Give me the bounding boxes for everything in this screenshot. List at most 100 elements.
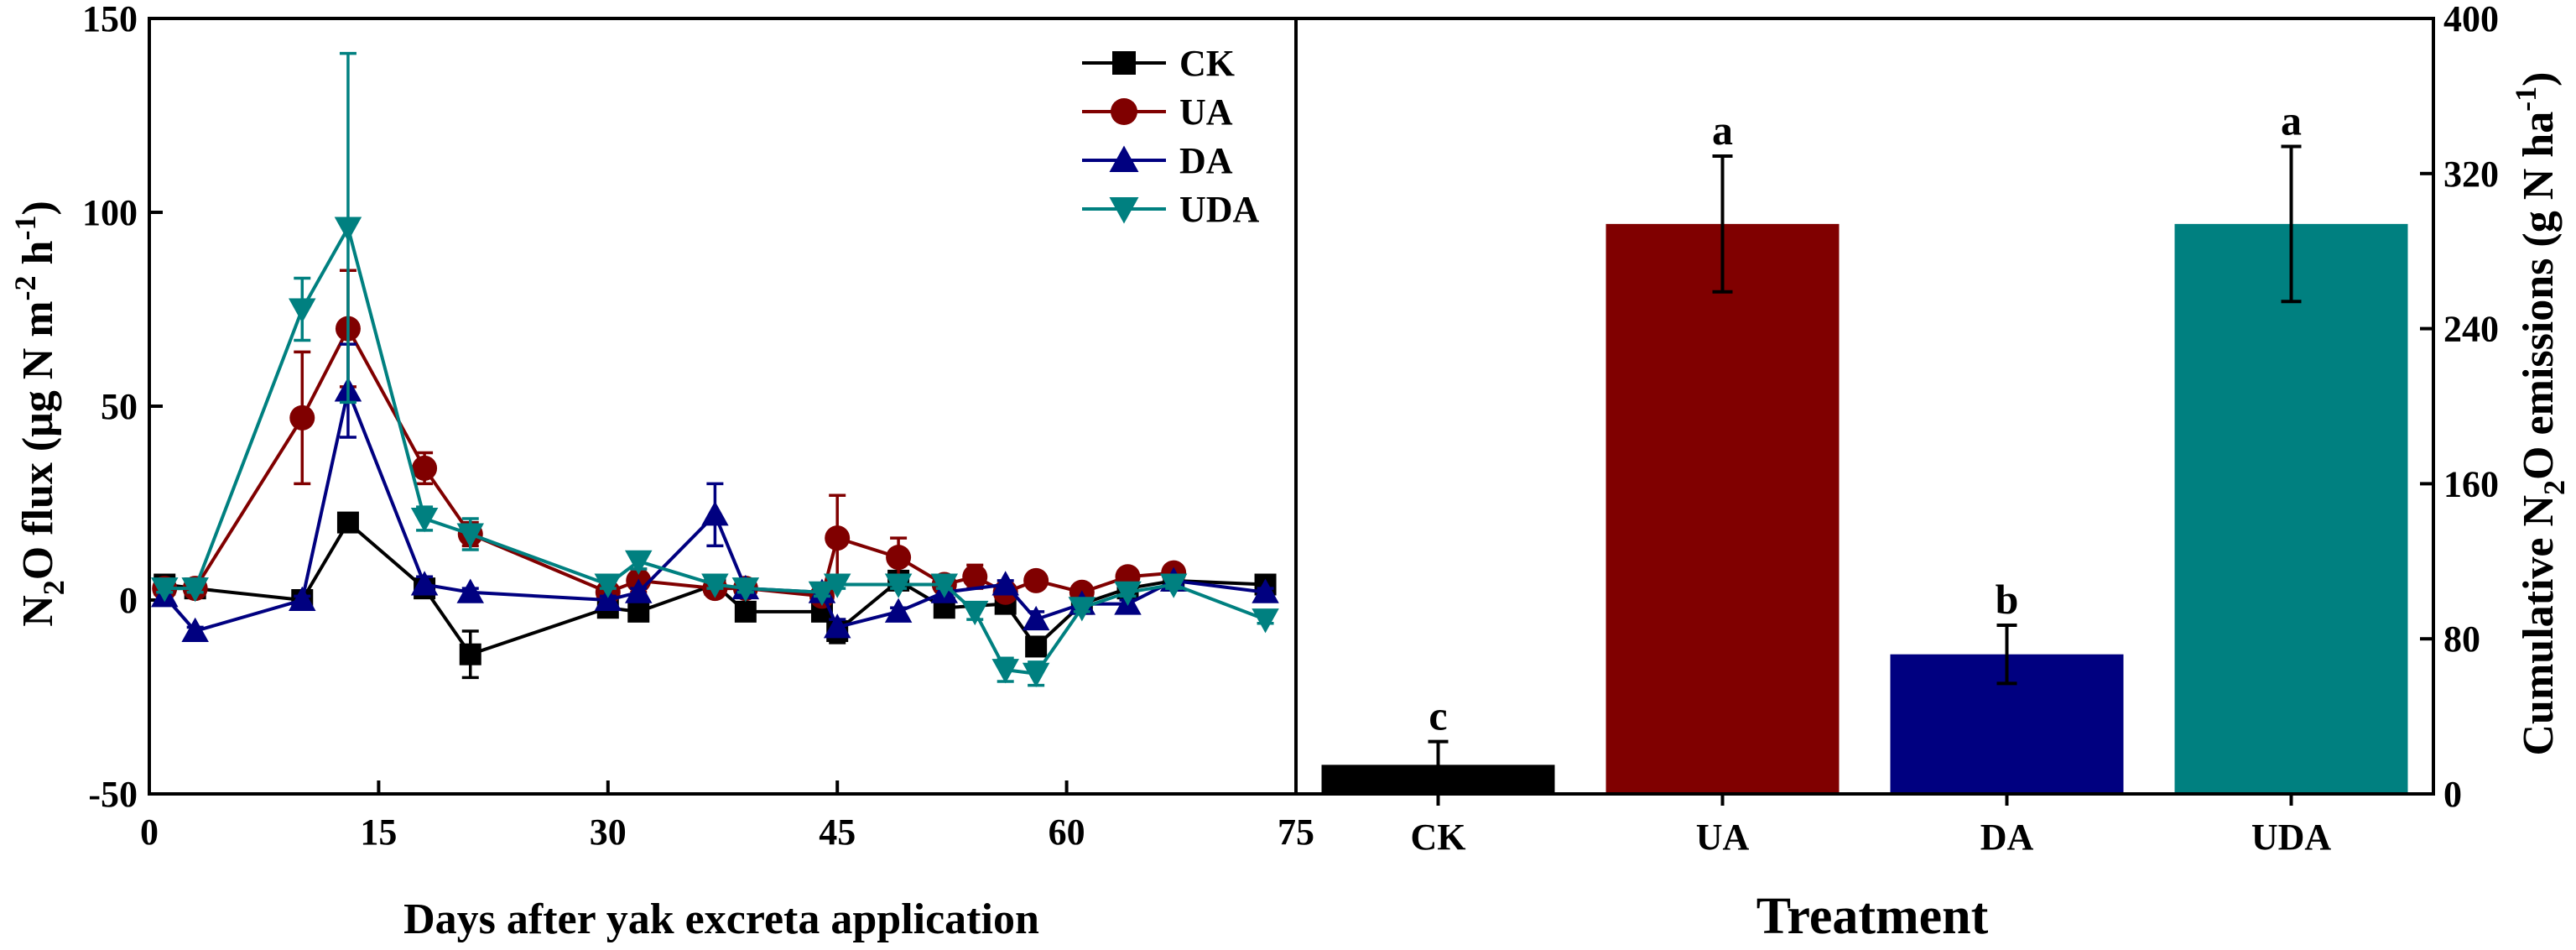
data-point <box>456 523 485 548</box>
data-point <box>410 571 439 596</box>
legend-marker <box>1109 145 1139 172</box>
legend-marker <box>1111 98 1137 125</box>
data-point <box>808 581 836 607</box>
series-ua <box>152 269 1187 609</box>
legend-marker <box>1109 197 1139 224</box>
right-y-tick-label: 240 <box>2443 309 2499 350</box>
data-point <box>991 659 1019 684</box>
x-tick-label: 45 <box>819 812 856 853</box>
x-tick-label: 60 <box>1049 812 1085 853</box>
data-point <box>731 577 760 603</box>
data-point <box>181 617 209 642</box>
data-point <box>1114 581 1142 607</box>
data-point <box>701 501 729 526</box>
data-point <box>1252 578 1279 603</box>
data-point <box>289 405 315 431</box>
x-tick-label: 30 <box>590 812 627 853</box>
legend-label: DA <box>1179 140 1233 181</box>
data-point <box>627 600 650 623</box>
right-y-tick-label: 80 <box>2443 619 2480 660</box>
y-tick-label: 150 <box>82 0 138 39</box>
right-y-tick-label: 160 <box>2443 463 2499 504</box>
data-point <box>962 564 988 590</box>
legend-item-uda: UDA <box>1082 189 1260 230</box>
bar-group-ua: a UA <box>1605 107 1840 858</box>
category-label: UA <box>1696 817 1750 858</box>
legend-item-ua: UA <box>1082 91 1233 133</box>
data-point <box>625 550 653 576</box>
data-point <box>150 577 179 603</box>
right-y-axis-title: Cumulative N2O emissions (g N ha-1) <box>2509 71 2571 755</box>
bar <box>1605 223 1840 794</box>
category-label: UDA <box>2251 817 2332 858</box>
x-tick-label: 15 <box>360 812 397 853</box>
data-point <box>701 573 729 598</box>
data-point <box>334 217 362 242</box>
significance-label: a <box>1712 107 1733 154</box>
data-point <box>289 586 316 611</box>
data-point <box>410 507 439 533</box>
data-point <box>1022 605 1050 631</box>
y-tick-label: 0 <box>119 580 138 621</box>
data-point <box>412 455 438 481</box>
data-point <box>930 573 959 598</box>
data-point <box>734 600 757 623</box>
data-point <box>336 511 359 534</box>
data-point <box>289 298 316 323</box>
data-point <box>1022 662 1050 688</box>
data-point <box>823 573 851 598</box>
x-tick-label: 75 <box>1278 812 1314 853</box>
data-point <box>991 571 1019 596</box>
series-uda <box>150 51 1279 688</box>
data-point <box>960 600 989 626</box>
right-x-axis-title: Treatment <box>1756 888 1989 945</box>
data-point <box>1023 567 1049 593</box>
data-point <box>886 545 912 571</box>
cumulative-bar-chart: c CK a UA b DA a UDA 0 80 160 240 320 400 <box>1321 0 2499 858</box>
data-point <box>1159 573 1188 598</box>
legend-label: UDA <box>1179 189 1260 230</box>
series-line <box>164 325 1174 598</box>
data-point <box>823 613 851 639</box>
data-point <box>1252 608 1279 634</box>
y-tick-label: 100 <box>82 192 138 233</box>
left-x-axis-title: Days after yak excreta application <box>403 895 1039 943</box>
data-point <box>1025 635 1048 658</box>
category-label: CK <box>1411 817 1466 858</box>
significance-label: a <box>2281 97 2302 144</box>
data-point <box>181 577 209 603</box>
x-tick-label: 0 <box>140 812 159 853</box>
data-point <box>594 573 622 598</box>
legend-item-ck: CK <box>1082 43 1235 84</box>
bar-group-ck: c CK <box>1321 692 1555 858</box>
data-point <box>594 586 622 611</box>
data-point <box>884 573 913 598</box>
bar-group-uda: a UDA <box>2174 97 2408 858</box>
data-point <box>625 578 653 603</box>
right-y-tick-label: 0 <box>2443 774 2462 815</box>
y-tick-label: 50 <box>101 386 138 427</box>
significance-label: b <box>1996 576 2019 623</box>
data-point <box>825 525 851 551</box>
series-line <box>164 223 1267 676</box>
left-y-axis-title: N2O flux (μg N m-2 h-1) <box>8 201 70 627</box>
plot-frame <box>148 17 2435 796</box>
plot-border <box>148 17 2435 796</box>
right-y-tick-label: 400 <box>2443 0 2499 39</box>
data-point <box>1068 597 1096 622</box>
data-point <box>459 643 481 666</box>
legend-label: UA <box>1179 91 1233 133</box>
bar-group-da: b DA <box>1890 576 2124 858</box>
data-point <box>456 578 485 603</box>
legend-item-da: DA <box>1082 140 1233 181</box>
y-tick-label: -50 <box>88 774 138 815</box>
data-point <box>884 598 913 623</box>
significance-label: c <box>1429 692 1447 739</box>
right-y-tick-label: 320 <box>2443 154 2499 195</box>
legend-label: CK <box>1179 43 1235 84</box>
legend-marker <box>1112 51 1136 75</box>
bar <box>2174 223 2408 794</box>
category-label: DA <box>1980 817 2034 858</box>
